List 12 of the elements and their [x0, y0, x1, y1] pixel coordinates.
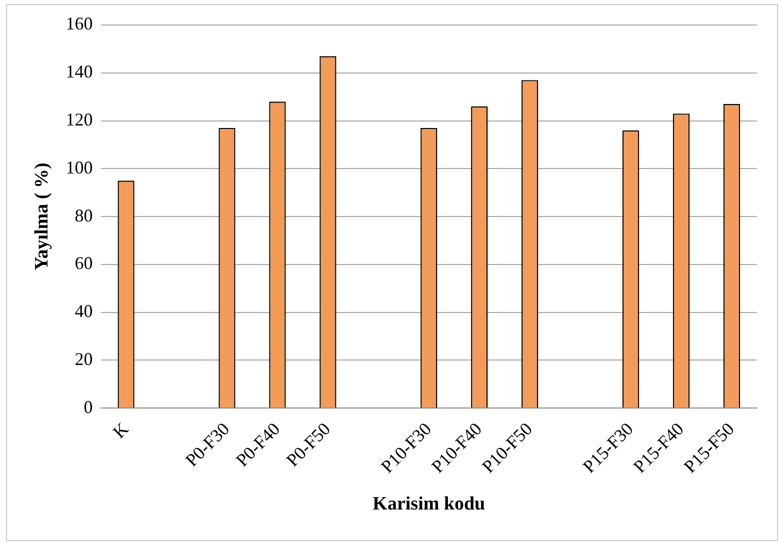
y-tick-label: 0: [84, 396, 93, 417]
x-axis-title: Karisim kodu: [372, 494, 486, 515]
y-tick-label: 20: [74, 348, 93, 369]
y-tick-label: 160: [66, 14, 93, 34]
x-tick-label: K: [108, 418, 132, 442]
y-tick-label: 120: [66, 110, 93, 130]
y-tick-label: 60: [74, 253, 93, 274]
y-tick-label: 40: [74, 301, 93, 322]
y-tick-label: 140: [66, 62, 93, 82]
y-tick-label: 80: [74, 205, 93, 226]
y-axis-title: Yayılma ( %): [31, 162, 52, 270]
y-tick-label: 100: [66, 157, 93, 178]
